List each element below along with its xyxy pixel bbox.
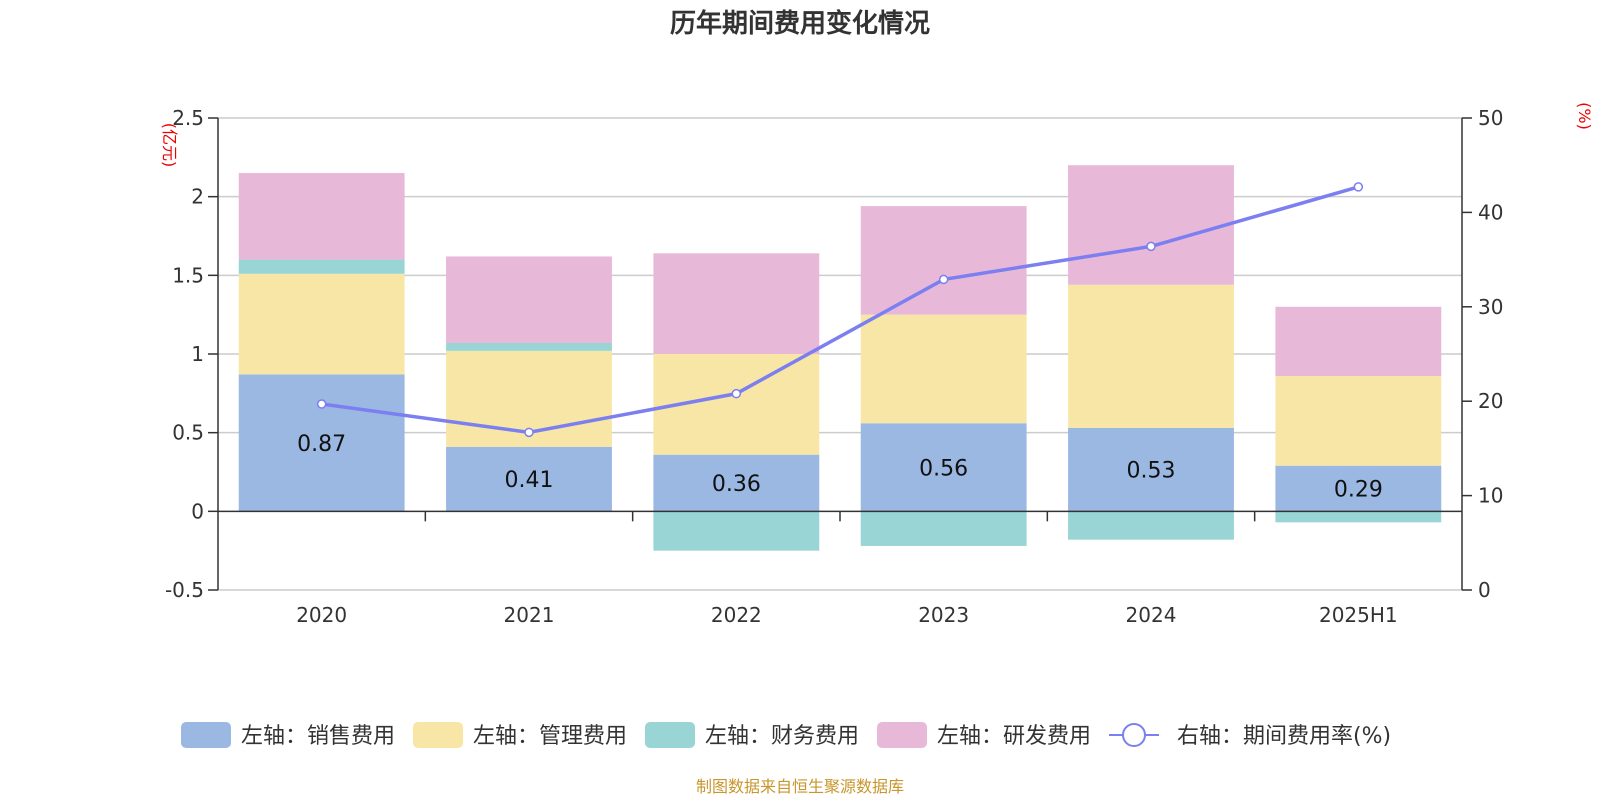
grid-lines <box>218 117 1462 591</box>
right-axis-unit: (%) <box>1575 102 1594 130</box>
right-tick-label: 20 <box>1478 389 1503 413</box>
bar-segment <box>238 273 405 375</box>
left-tick-label: 0 <box>191 499 204 523</box>
right-tick-label: 10 <box>1478 484 1503 508</box>
rate-point <box>316 399 327 409</box>
legend-label: 左轴：研发费用 <box>937 724 1091 749</box>
bar-segment <box>1068 165 1234 285</box>
left-tick-label: 1 <box>191 342 204 366</box>
bar-data-label: 0.53 <box>1127 459 1176 484</box>
bar-segment <box>1068 427 1234 512</box>
bar-segment <box>1275 376 1442 466</box>
data-labels: 0.87 0.41 0.36 0.56 0.53 0.29 <box>297 432 1383 503</box>
bar-segment <box>446 342 612 351</box>
x-tick-label: 2021 <box>504 603 555 627</box>
x-tick-label: 2024 <box>1126 603 1177 627</box>
legend-label: 左轴：销售费用 <box>241 724 395 749</box>
x-tick-label: 2022 <box>711 603 762 627</box>
right-tick-label: 0 <box>1478 578 1491 602</box>
bar-series <box>238 165 1442 551</box>
legend-swatch <box>645 722 695 748</box>
bar-data-label: 0.36 <box>712 472 761 497</box>
bar-segment <box>238 259 405 274</box>
bar-segment <box>1275 306 1442 377</box>
rate-line <box>321 185 1359 435</box>
legend: 左轴：销售费用 左轴：管理费用 左轴：财务费用 左轴：研发费用 右轴：期间费用率(%) <box>181 722 1391 749</box>
legend-label: 左轴：财务费用 <box>705 724 859 749</box>
bar-data-label: 0.56 <box>919 456 968 481</box>
axes: -0.5 0 0.5 1 1.5 2 2.5 0 10 20 30 40 50 2020 2021 2022 2… <box>165 106 1503 627</box>
bar-segment <box>1068 511 1234 540</box>
bar-segment <box>653 511 820 551</box>
bar-segment <box>446 256 612 343</box>
legend-item: 左轴：销售费用 <box>181 722 395 749</box>
rate-point <box>938 274 949 285</box>
bar-data-label: 0.29 <box>1334 478 1383 503</box>
left-tick-label: 0.5 <box>172 421 204 445</box>
legend-circle-marker <box>1122 723 1146 747</box>
bar-segment <box>446 446 612 512</box>
legend-swatch <box>413 722 463 748</box>
bar-segment <box>1275 465 1442 512</box>
bar-segment <box>238 374 405 512</box>
bar-segment <box>1068 284 1234 428</box>
legend-label: 右轴：期间费用率(%) <box>1177 724 1391 749</box>
bar-segment <box>653 454 820 512</box>
bar-segment <box>860 511 1027 546</box>
bar-data-label: 0.87 <box>297 432 346 457</box>
legend-item: 左轴：管理费用 <box>413 722 627 749</box>
left-axis-unit: (亿元) <box>160 123 179 168</box>
rate-point <box>1146 241 1156 252</box>
right-tick-label: 40 <box>1478 200 1503 224</box>
right-tick-label: 50 <box>1478 106 1503 130</box>
left-tick-label: 2.5 <box>172 106 204 130</box>
left-tick-label: 1.5 <box>172 263 204 287</box>
bar-segment <box>1275 511 1442 523</box>
x-tick-label: 2023 <box>918 603 969 627</box>
x-tick-label: 2020 <box>296 603 347 627</box>
bar-segment <box>860 423 1027 512</box>
left-tick-label: 2 <box>191 185 204 209</box>
rate-point <box>1353 182 1364 192</box>
bar-segment <box>860 314 1027 424</box>
legend-swatch <box>181 722 231 748</box>
line-series <box>316 182 1364 438</box>
legend-label: 左轴：管理费用 <box>473 724 627 749</box>
rate-point <box>524 427 534 438</box>
x-tick-label: 2025H1 <box>1319 603 1398 627</box>
left-tick-label: -0.5 <box>165 578 204 602</box>
legend-item: 左轴：财务费用 <box>645 722 859 749</box>
rate-point <box>731 388 742 399</box>
chart-title: 历年期间费用变化情况 <box>670 8 930 39</box>
bar-data-label: 0.41 <box>505 468 554 493</box>
source-note: 制图数据来自恒生聚源数据库 <box>696 777 904 796</box>
right-tick-label: 30 <box>1478 295 1503 319</box>
bar-segment <box>860 206 1027 315</box>
legend-item: 左轴：研发费用 <box>877 722 1091 749</box>
legend-swatch <box>877 722 927 748</box>
bar-segment <box>238 173 405 260</box>
legend-item: 右轴：期间费用率(%) <box>1109 723 1391 749</box>
bar-segment <box>653 253 820 354</box>
